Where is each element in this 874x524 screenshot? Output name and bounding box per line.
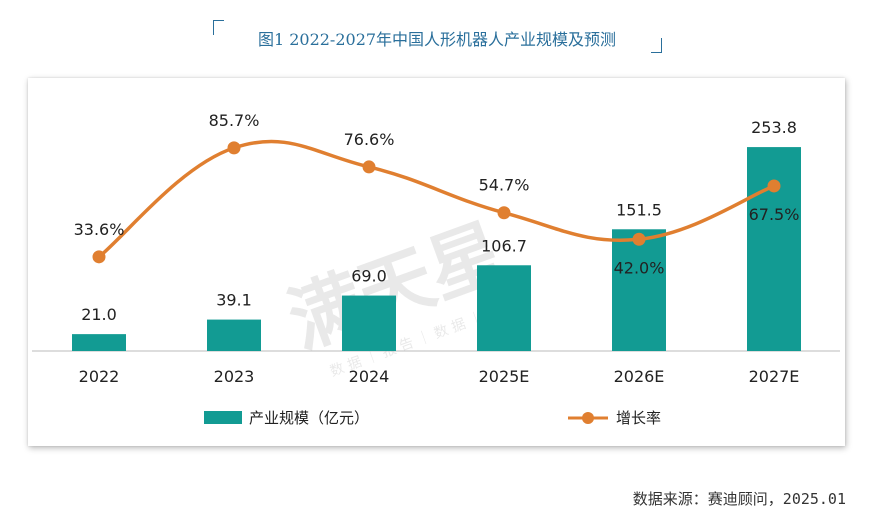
chart-title-block: 图1 2022-2027年中国人形机器人产业规模及预测 (0, 18, 874, 54)
bar-2022 (72, 334, 126, 351)
bar-label-2027E: 253.8 (751, 118, 797, 137)
bar-label-2024: 69.0 (351, 267, 387, 286)
data-source-note: 数据来源：赛迪顾问，2025.01 (632, 490, 846, 508)
x-tick-2027E: 2027E (749, 367, 800, 386)
legend-swatch-marker (582, 412, 594, 424)
growth-label-2022: 33.6% (74, 220, 125, 239)
x-tick-2022: 2022 (79, 367, 120, 386)
chart-title: 图1 2022-2027年中国人形机器人产业规模及预测 (257, 30, 617, 49)
growth-marker-2024 (362, 160, 376, 174)
growth-marker-2027E (767, 179, 781, 193)
bar-label-2023: 39.1 (216, 291, 252, 310)
x-tick-2025E: 2025E (479, 367, 530, 386)
bar-2025E (477, 265, 531, 351)
bar-2023 (207, 319, 261, 351)
growth-label-2024: 76.6% (344, 130, 395, 149)
legend-label-line: 增长率 (616, 409, 661, 427)
x-tick-2023: 2023 (214, 367, 255, 386)
legend: 产业规模（亿元） 增长率 (204, 409, 661, 427)
bar-2027E (747, 147, 801, 351)
growth-label-2025E: 54.7% (479, 176, 530, 195)
chart-card: 满天星 数 据 ｜ 报 告 ｜ 数 据 ｜ 研 究 21.0 39.1 69.0 10… (28, 78, 845, 446)
growth-marker-2023 (227, 141, 241, 155)
bar-2024 (342, 295, 396, 351)
growth-label-2023: 85.7% (209, 111, 260, 130)
growth-marker-2026E (632, 232, 646, 246)
bar-label-2026E: 151.5 (616, 200, 662, 219)
growth-marker-2022 (92, 250, 106, 264)
legend-label-bar: 产业规模（亿元） (249, 409, 369, 427)
legend-swatch-bar (204, 411, 242, 424)
x-tick-2026E: 2026E (614, 367, 665, 386)
title-bracket-left (213, 20, 224, 35)
growth-marker-2025E (497, 206, 511, 220)
combo-chart: 满天星 数 据 ｜ 报 告 ｜ 数 据 ｜ 研 究 21.039.169.010… (32, 111, 840, 427)
bar-label-2025E: 106.7 (481, 236, 527, 255)
bar-label-2022: 21.0 (81, 305, 117, 324)
growth-label-2027E: 67.5% (749, 205, 800, 224)
x-tick-2024: 2024 (349, 367, 390, 386)
growth-rate-line (97, 139, 776, 259)
bar-2026E (612, 229, 666, 351)
title-bracket-right (651, 38, 662, 53)
growth-label-2026E: 42.0% (614, 258, 665, 277)
